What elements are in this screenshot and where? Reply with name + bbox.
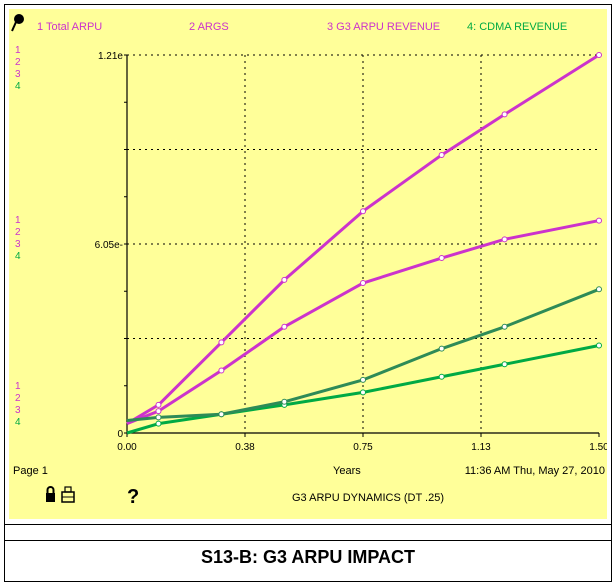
scale-number-3: 3 (15, 69, 21, 80)
scale-numbers-middle: 1 2 3 4 (15, 215, 21, 262)
graph-title: G3 ARPU DYNAMICS (DT .25) (292, 492, 444, 504)
y-tick-label: 6.05e- (95, 240, 123, 251)
series-point-4 (501, 361, 508, 368)
series-line-4 (126, 344, 600, 435)
series-point-1 (596, 52, 602, 58)
graph-background (9, 9, 607, 519)
series-point-4 (596, 342, 602, 349)
figure-caption: S13-B: G3 ARPU IMPACT (200, 547, 416, 567)
y-tick-labels: 1.21e 6.05e- 0 (95, 51, 124, 440)
pin-icon[interactable] (11, 14, 24, 32)
scale-number-4: 4 (15, 81, 21, 92)
timestamp: 11:36 AM Thu, May 27, 2010 (465, 465, 605, 477)
series-point-3 (155, 408, 162, 415)
y-tick-label: 1.21e (98, 51, 123, 62)
grid-lines (127, 54, 599, 433)
series-point-3 (596, 217, 602, 224)
series-point-5 (596, 286, 602, 293)
x-tick-label: 1.13 (471, 442, 491, 453)
series-point-1 (438, 151, 445, 158)
scale-number-2: 2 (15, 227, 21, 238)
scale-number-4: 4 (15, 251, 21, 262)
series-point-3 (218, 367, 225, 374)
series-point-5 (218, 411, 225, 418)
scale-number-2: 2 (15, 57, 21, 68)
series-point-5 (438, 345, 445, 352)
data-series (126, 52, 602, 435)
x-tick-label: 0.75 (353, 442, 373, 453)
series-point-1 (501, 111, 508, 118)
scale-number-1: 1 (15, 45, 21, 56)
scale-number-4: 4 (15, 417, 21, 428)
series-point-5 (501, 323, 508, 330)
series-point-5 (281, 398, 288, 405)
scale-numbers-top: 1 2 3 4 (15, 45, 21, 92)
legend-label-2: 2 ARGS (189, 21, 229, 33)
axes (124, 54, 600, 437)
series-point-5 (155, 414, 162, 421)
y-tick-label: 0 (117, 429, 123, 440)
scale-number-1: 1 (15, 215, 21, 226)
printer-icon[interactable] (61, 486, 75, 503)
x-tick-label: 0.38 (235, 442, 255, 453)
series-point-3 (501, 236, 508, 243)
scale-number-3: 3 (15, 239, 21, 250)
series-point-1 (218, 339, 225, 346)
series-point-3 (438, 255, 445, 262)
series-point-1 (155, 401, 162, 408)
figure-frame: 1 Total ARPU 2 ARGS 3 G3 ARPU REVENUE 4:… (4, 4, 612, 582)
page-label: Page 1 (13, 465, 48, 477)
legend-label-1: 1 Total ARPU (37, 21, 102, 33)
scale-number-2: 2 (15, 393, 21, 404)
x-axis-title: Years (333, 465, 361, 477)
series-line-5 (126, 287, 600, 422)
series-point-4 (360, 389, 366, 396)
help-icon[interactable]: ? (127, 486, 139, 508)
series-line-1 (126, 53, 600, 425)
series-point-5 (360, 376, 366, 383)
legend-label-3: 3 G3 ARPU REVENUE (327, 21, 440, 33)
lock-icon[interactable] (46, 486, 55, 502)
series-line-3 (126, 219, 600, 426)
stella-graph-panel: 1 Total ARPU 2 ARGS 3 G3 ARPU REVENUE 4:… (9, 9, 607, 519)
scale-numbers-bottom: 1 2 3 4 (15, 381, 21, 428)
x-tick-label: 1.50 (589, 442, 607, 453)
x-tick-label: 0.00 (117, 442, 137, 453)
scale-number-1: 1 (15, 381, 21, 392)
legend-label-4: 4: CDMA REVENUE (467, 21, 567, 33)
x-tick-labels: 0.00 0.38 0.75 1.13 1.50 (117, 442, 607, 453)
series-point-1 (281, 276, 288, 283)
series-point-4 (438, 373, 445, 380)
series-point-3 (360, 280, 366, 287)
series-point-3 (281, 323, 288, 330)
divider (5, 540, 611, 541)
series-point-1 (360, 208, 366, 215)
divider (5, 524, 611, 525)
scale-number-3: 3 (15, 405, 21, 416)
series-point-4 (155, 420, 162, 427)
